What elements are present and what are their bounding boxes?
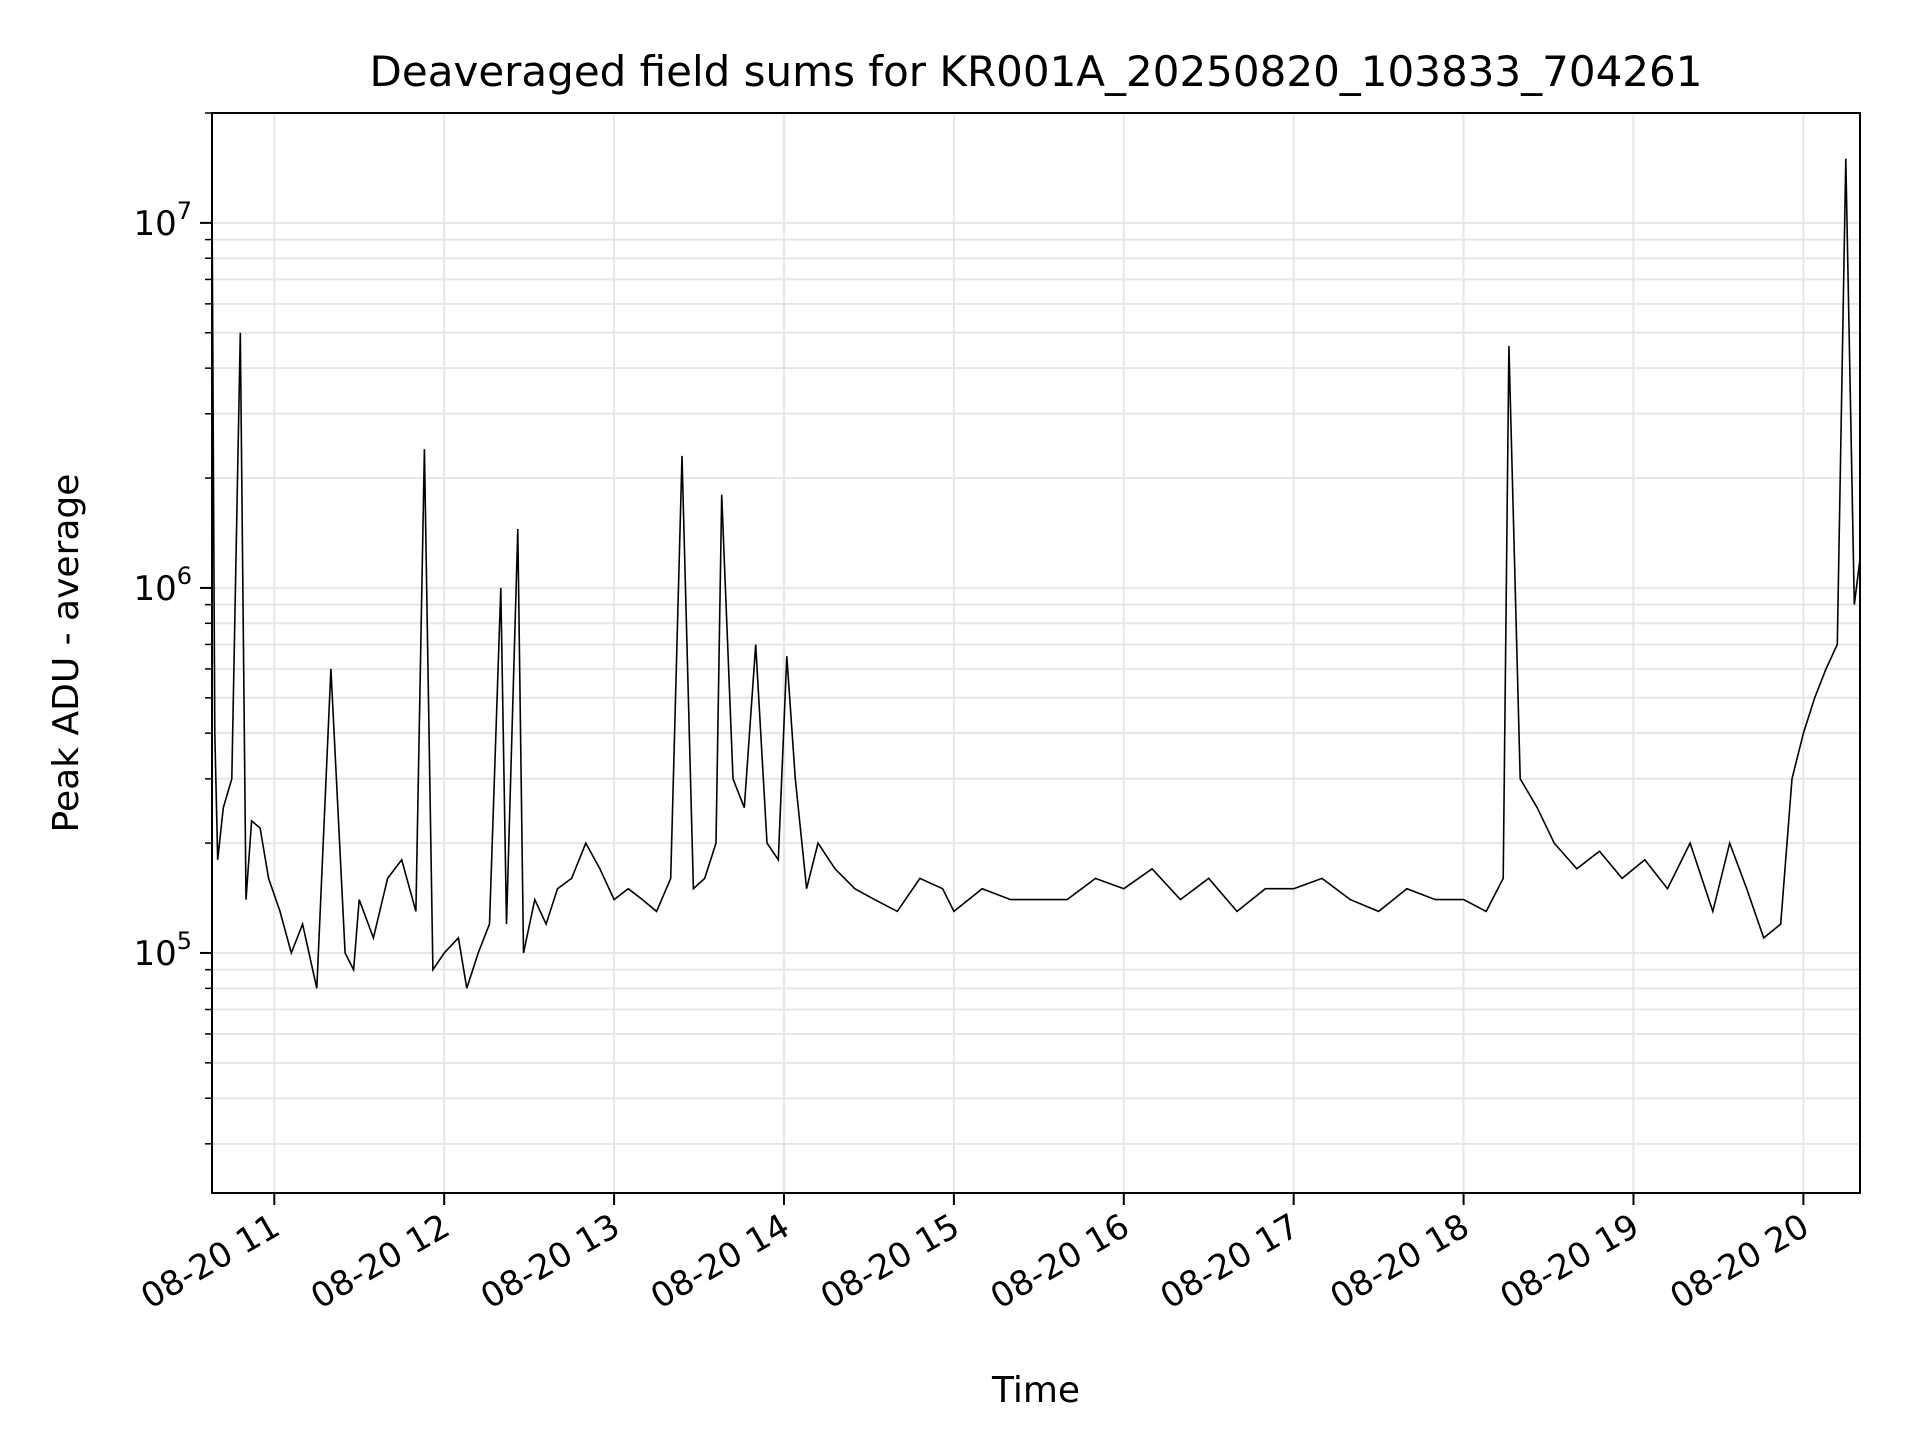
y-tick-label: 107 (133, 197, 192, 244)
y-tick-label: 105 (133, 927, 192, 974)
chart-title: Deaveraged field sums for KR001A_2025082… (370, 47, 1703, 96)
y-axis-ticks: 105 106 107 (133, 112, 212, 1145)
x-axis-label: Time (991, 1370, 1080, 1411)
y-tick-label: 106 (133, 562, 192, 609)
y-axis-label: Peak ADU - average (46, 474, 87, 833)
plot-frame (211, 112, 1861, 1194)
series-layer (211, 158, 1861, 989)
grid-lines (212, 112, 1860, 1193)
series-line (211, 158, 1861, 989)
